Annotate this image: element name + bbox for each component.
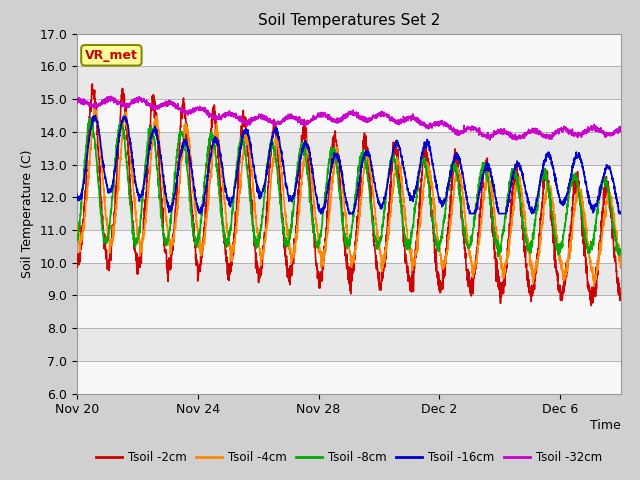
Bar [77, 295, 621, 328]
X-axis label: Time: Time [590, 419, 621, 432]
Title: Soil Temperatures Set 2: Soil Temperatures Set 2 [258, 13, 440, 28]
Bar [77, 34, 621, 66]
Y-axis label: Soil Temperature (C): Soil Temperature (C) [20, 149, 34, 278]
Bar [77, 230, 621, 263]
Bar [77, 361, 621, 394]
Bar [77, 66, 621, 99]
Bar [77, 328, 621, 361]
Bar [77, 99, 621, 132]
Bar [77, 197, 621, 230]
Bar [77, 132, 621, 165]
Bar [77, 263, 621, 295]
Bar [77, 165, 621, 197]
Legend: Tsoil -2cm, Tsoil -4cm, Tsoil -8cm, Tsoil -16cm, Tsoil -32cm: Tsoil -2cm, Tsoil -4cm, Tsoil -8cm, Tsoi… [92, 446, 606, 469]
Text: VR_met: VR_met [85, 49, 138, 62]
